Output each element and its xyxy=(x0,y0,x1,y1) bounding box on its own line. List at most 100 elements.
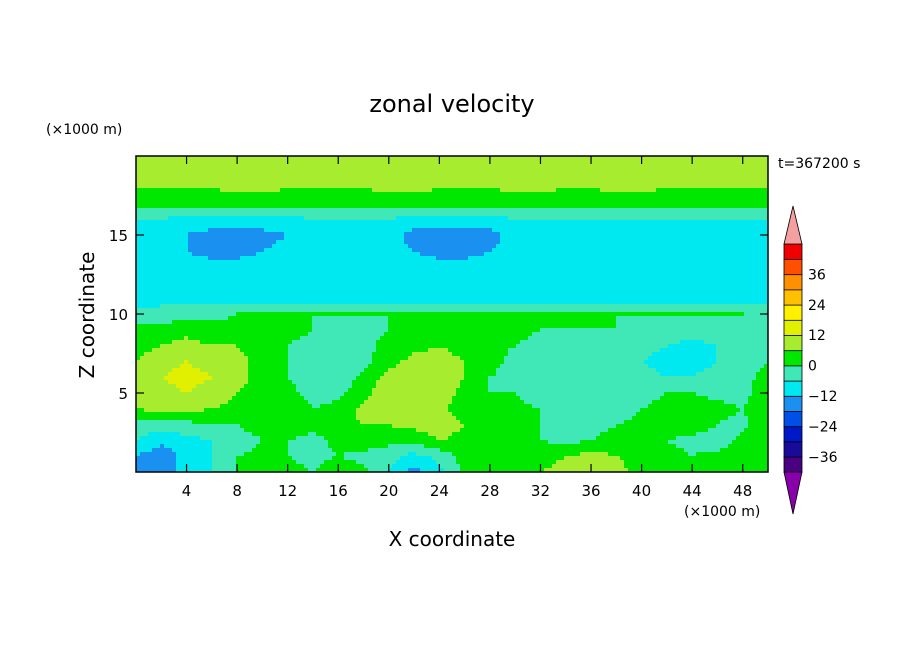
field-cell xyxy=(140,244,145,249)
field-cell xyxy=(312,264,317,269)
field-cell xyxy=(744,176,749,181)
field-cell xyxy=(576,212,581,217)
field-cell xyxy=(708,228,713,233)
field-cell xyxy=(684,260,689,265)
field-cell xyxy=(220,164,225,169)
field-cell xyxy=(196,164,201,169)
field-cell xyxy=(548,228,553,233)
field-cell xyxy=(536,256,541,261)
field-cell xyxy=(676,268,681,273)
field-cell xyxy=(332,220,337,225)
field-cell xyxy=(300,212,305,217)
field-cell xyxy=(284,264,289,269)
field-cell xyxy=(500,168,505,173)
field-cell xyxy=(276,212,281,217)
field-cell xyxy=(440,232,445,237)
field-cell xyxy=(560,272,565,277)
field-cell xyxy=(384,200,389,205)
field-cell xyxy=(164,192,169,197)
field-cell xyxy=(432,212,437,217)
field-cell xyxy=(612,268,617,273)
field-cell xyxy=(148,156,153,161)
field-cell xyxy=(624,236,629,241)
field-cell xyxy=(460,264,465,269)
field-cell xyxy=(728,168,733,173)
field-cell xyxy=(324,184,329,189)
field-cell xyxy=(496,264,501,269)
field-cell xyxy=(168,156,173,161)
field-cell xyxy=(740,268,745,273)
field-cell xyxy=(168,256,173,261)
field-cell xyxy=(332,180,337,185)
field-cell xyxy=(432,252,437,257)
field-cell xyxy=(648,192,653,197)
field-cell xyxy=(384,244,389,249)
field-cell xyxy=(652,212,657,217)
field-cell xyxy=(200,220,205,225)
field-cell xyxy=(268,172,273,177)
field-cell xyxy=(440,276,445,281)
field-cell xyxy=(264,264,269,269)
field-cell xyxy=(388,224,393,229)
field-cell xyxy=(564,188,569,193)
field-cell xyxy=(264,224,269,229)
field-cell xyxy=(164,156,169,161)
field-cell xyxy=(212,224,217,229)
field-cell xyxy=(208,264,213,269)
field-cell xyxy=(188,272,193,277)
field-cell xyxy=(676,216,681,221)
field-cell xyxy=(556,248,561,253)
field-cell xyxy=(700,164,705,169)
field-cell xyxy=(616,208,621,213)
field-cell xyxy=(228,216,233,221)
field-cell xyxy=(668,160,673,165)
field-cell xyxy=(480,212,485,217)
field-cell xyxy=(172,180,177,185)
field-cell xyxy=(564,200,569,205)
field-cell xyxy=(432,160,437,165)
field-cell xyxy=(596,196,601,201)
field-cell xyxy=(568,180,573,185)
field-cell xyxy=(276,260,281,265)
field-cell xyxy=(300,172,305,177)
field-cell xyxy=(456,236,461,241)
field-cell xyxy=(204,192,209,197)
field-cell xyxy=(188,212,193,217)
field-cell xyxy=(152,200,157,205)
field-cell xyxy=(520,240,525,245)
field-cell xyxy=(404,184,409,189)
field-cell xyxy=(508,248,513,253)
field-cell xyxy=(160,220,165,225)
field-cell xyxy=(200,204,205,209)
field-cell xyxy=(152,268,157,273)
field-cell xyxy=(296,252,301,257)
field-cell xyxy=(368,276,373,281)
field-cell xyxy=(480,168,485,173)
field-cell xyxy=(284,276,289,281)
field-cell xyxy=(668,248,673,253)
field-cell xyxy=(368,268,373,273)
field-cell xyxy=(428,220,433,225)
field-cell xyxy=(140,216,145,221)
field-cell xyxy=(244,180,249,185)
field-cell xyxy=(620,264,625,269)
field-cell xyxy=(512,244,517,249)
field-cell xyxy=(512,268,517,273)
field-cell xyxy=(652,224,657,229)
field-cell xyxy=(136,268,141,273)
field-cell xyxy=(172,280,177,285)
field-cell xyxy=(300,200,305,205)
field-cell xyxy=(592,256,597,261)
field-cell xyxy=(652,188,657,193)
field-cell xyxy=(428,192,433,197)
field-cell xyxy=(520,244,525,249)
field-cell xyxy=(748,196,753,201)
field-cell xyxy=(460,160,465,165)
field-cell xyxy=(396,168,401,173)
field-cell xyxy=(712,264,717,269)
field-cell xyxy=(624,216,629,221)
field-cell xyxy=(504,256,509,261)
field-cell xyxy=(168,184,173,189)
field-cell xyxy=(316,180,321,185)
field-cell xyxy=(452,168,457,173)
